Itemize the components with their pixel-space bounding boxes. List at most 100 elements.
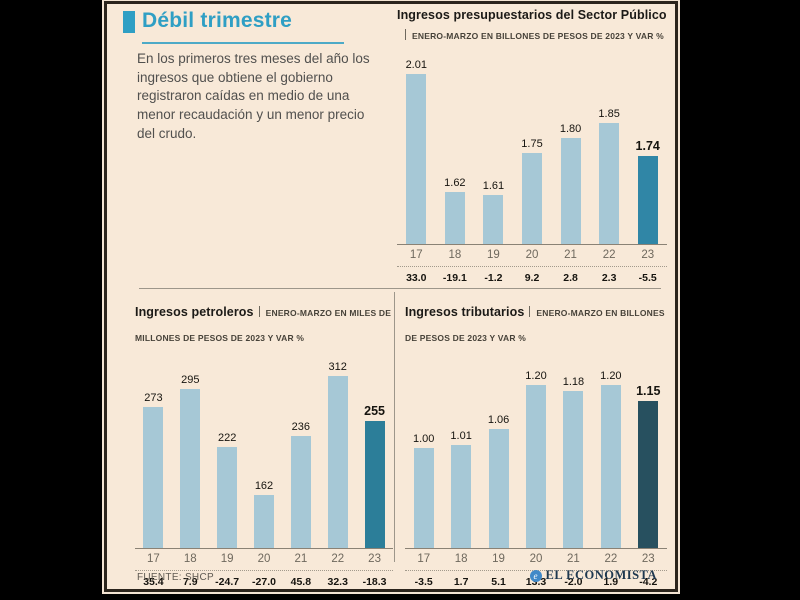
source-note: FUENTE: SHCP bbox=[137, 572, 214, 583]
var-pct-value: 2.3 bbox=[601, 272, 617, 284]
x-axis-label: 17 bbox=[147, 552, 160, 565]
bar-value-label: 1.06 bbox=[487, 413, 510, 426]
var-pct-value: -4.2 bbox=[639, 575, 658, 588]
x-axis-label: 23 bbox=[368, 552, 381, 565]
bar-value-label: 312 bbox=[328, 360, 347, 373]
var-pct-value: 9.2 bbox=[524, 272, 540, 284]
chart-title: Ingresos tributarios bbox=[405, 305, 525, 319]
x-axis-label: 19 bbox=[220, 552, 234, 565]
bar bbox=[483, 195, 504, 244]
bar bbox=[364, 420, 385, 548]
bar bbox=[253, 494, 274, 548]
bar-column: 222 bbox=[209, 432, 246, 548]
bar-column: 1.85 bbox=[590, 108, 629, 244]
el-economista-logo-icon: e bbox=[529, 569, 542, 582]
bar-value-label: 1.15 bbox=[636, 383, 661, 398]
chart-header: Ingresos presupuestarios del Sector Públ… bbox=[397, 8, 667, 44]
bar bbox=[413, 447, 434, 548]
bar-column: 1.01 bbox=[442, 430, 479, 548]
bar-column: 255 bbox=[356, 404, 393, 548]
var-pct-value: -2.0 bbox=[564, 575, 583, 588]
var-pct-value: -24.7 bbox=[215, 575, 240, 588]
subtitle-divider bbox=[529, 306, 531, 317]
x-axis-label: 21 bbox=[564, 249, 577, 261]
bar bbox=[637, 156, 658, 244]
var-pct-value: 1.7 bbox=[453, 575, 469, 588]
bar-column: 2.01 bbox=[397, 59, 436, 244]
chart-title: Ingresos presupuestarios del Sector Públ… bbox=[397, 8, 667, 22]
bar bbox=[290, 435, 311, 548]
x-axis-label: 18 bbox=[454, 552, 468, 565]
bar-column: 273 bbox=[135, 392, 172, 548]
bar-column: 1.00 bbox=[405, 433, 442, 548]
x-axis-label: 23 bbox=[641, 249, 655, 261]
x-axis-label: 19 bbox=[492, 552, 505, 565]
var-pct-value: -27.0 bbox=[252, 575, 276, 588]
bar-value-label: 1.61 bbox=[482, 180, 505, 192]
bar bbox=[560, 138, 581, 244]
bar-value-label: 1.18 bbox=[562, 375, 585, 388]
bar-value-label: 236 bbox=[291, 420, 311, 433]
var-pct-value: -19.1 bbox=[442, 272, 467, 284]
bar-value-label: 2.01 bbox=[405, 59, 427, 71]
x-axis-label: 21 bbox=[294, 552, 308, 565]
bar-column: 1.06 bbox=[480, 414, 517, 548]
bar-value-label: 273 bbox=[144, 391, 163, 404]
subtitle-divider bbox=[258, 306, 260, 317]
var-pct-value: -5.5 bbox=[638, 272, 657, 284]
x-axis-labels: 17 18 19 20 21 22 23 bbox=[397, 245, 667, 266]
var-pct-value: -1.2 bbox=[484, 272, 503, 284]
bar-column: 1.74 bbox=[628, 139, 667, 244]
var-pct-value: 32.3 bbox=[327, 575, 348, 588]
chart-presupuestarios: Ingresos presupuestarios del Sector Públ… bbox=[397, 8, 667, 284]
chart-subtitle: ENERO-MARZO EN BILLONES DE PESOS DE 2023… bbox=[405, 308, 665, 343]
chart-header: Ingresos petroleros ENERO-MARZO EN MILES … bbox=[135, 300, 393, 350]
bar-value-label: 1.85 bbox=[598, 108, 620, 120]
bar bbox=[451, 444, 472, 548]
bar bbox=[563, 390, 584, 548]
x-axis-label: 18 bbox=[183, 552, 197, 565]
var-pct-value: 33.0 bbox=[406, 272, 427, 284]
var-pct-value: 2.8 bbox=[563, 272, 578, 284]
bar-value-label: 255 bbox=[364, 403, 385, 418]
x-axis-label: 21 bbox=[567, 552, 580, 565]
bar-value-label: 1.80 bbox=[559, 123, 582, 135]
x-axis-label: 19 bbox=[487, 249, 500, 261]
vertical-divider bbox=[394, 292, 395, 562]
bar-plot: 1.00 1.01 1.06 1.20 1.18 1.20 1.15 bbox=[405, 355, 667, 549]
bar-value-label: 162 bbox=[254, 479, 274, 492]
bar-column: 1.15 bbox=[630, 384, 667, 548]
x-axis-labels: 17 18 19 20 21 22 23 bbox=[135, 549, 393, 570]
bar-column: 1.18 bbox=[555, 376, 592, 548]
bar bbox=[599, 123, 620, 244]
bar bbox=[143, 406, 164, 548]
x-axis-label: 22 bbox=[602, 249, 616, 261]
el-economista-logo: e EL ECONOMISTA bbox=[529, 568, 658, 583]
bar bbox=[600, 384, 621, 548]
bar-column: 295 bbox=[172, 374, 209, 548]
bar-column: 1.20 bbox=[517, 370, 554, 548]
subtitle-divider bbox=[405, 29, 406, 40]
bar bbox=[525, 384, 546, 548]
x-axis-label: 20 bbox=[525, 249, 539, 261]
chart-tributarios: Ingresos tributarios ENERO-MARZO EN BILLO… bbox=[405, 300, 667, 588]
x-axis-label: 23 bbox=[641, 552, 655, 565]
page-title: Débil trimestre bbox=[142, 9, 293, 32]
bar-column: 1.62 bbox=[436, 177, 475, 244]
bar bbox=[406, 74, 427, 244]
var-pct-value: 35.4 bbox=[143, 575, 164, 588]
infographic-panel: Débil trimestre En los primeros tres mes… bbox=[104, 1, 678, 592]
bar-column: 1.80 bbox=[551, 123, 590, 244]
var-pct-value: 1.9 bbox=[603, 575, 619, 588]
var-pct-value: -18.3 bbox=[362, 575, 387, 588]
var-pct-value: 5.1 bbox=[491, 575, 506, 588]
chart-subtitle: ENERO-MARZO EN MILES DE MILLONES DE PESO… bbox=[135, 308, 392, 343]
bar bbox=[638, 400, 659, 548]
var-pct-value: -3.5 bbox=[414, 575, 433, 588]
bar bbox=[444, 192, 465, 244]
el-economista-logo-text: EL ECONOMISTA bbox=[545, 568, 657, 582]
bar-value-label: 222 bbox=[217, 431, 237, 444]
x-axis-label: 17 bbox=[417, 552, 431, 565]
title-bullet-square bbox=[123, 11, 135, 33]
